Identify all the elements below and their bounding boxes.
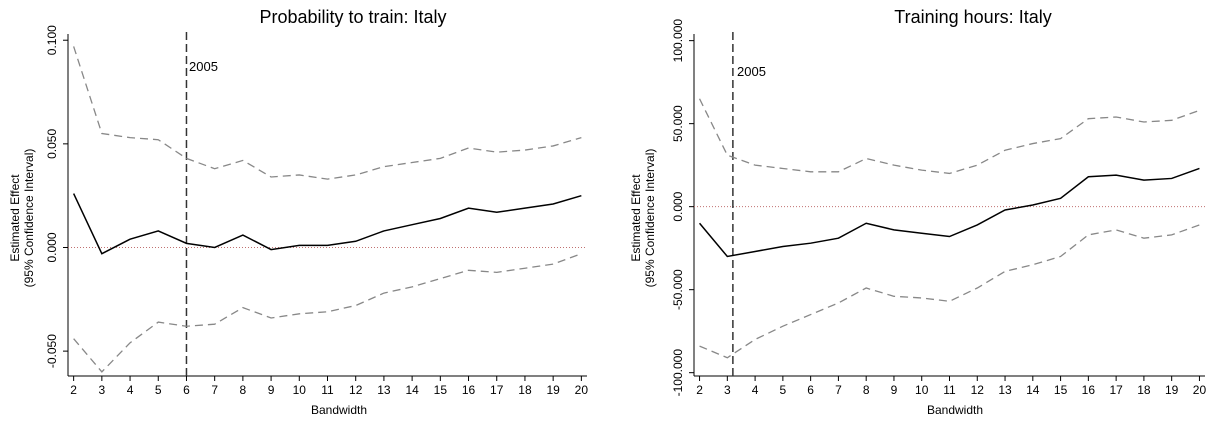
chart-2-series-lower-ci <box>699 224 1200 359</box>
chart-2-x-tick-label: 4 <box>752 383 759 397</box>
chart-2-x-tick-label: 19 <box>1165 383 1179 397</box>
chart-1-ref-label: 2005 <box>189 59 218 74</box>
chart-2-x-tick-label: 5 <box>780 383 787 397</box>
chart-2-x-tick-label: 11 <box>943 383 956 397</box>
chart-1-x-tick-label: 17 <box>490 383 504 397</box>
chart-2-series-upper-ci <box>698 98 1200 175</box>
chart-1-series-lower-ci <box>73 253 582 373</box>
chart-1-y-tick-label: -0.050 <box>45 334 59 368</box>
chart-2-x-tick-label: 14 <box>1026 383 1040 397</box>
chart-1-x-tick-label: 8 <box>240 383 247 397</box>
chart-1-x-tick-label: 9 <box>268 383 275 397</box>
chart-1-x-tick-label: 7 <box>211 383 218 397</box>
chart-2-x-tick-label: 2 <box>696 383 703 397</box>
chart-2-y-tick-label: 0.000 <box>671 191 685 221</box>
chart-1-x-tick-label: 5 <box>155 383 162 397</box>
chart-2-x-tick-label: 16 <box>1082 383 1096 397</box>
chart-1-x-tick-label: 10 <box>293 383 307 397</box>
chart-1-y-tick-label: 0.100 <box>45 25 59 55</box>
chart-1-ylabel-line-1: Estimated Effect <box>8 174 22 262</box>
chart-1-x-tick-label: 18 <box>518 383 532 397</box>
chart-1-x-tick-label: 12 <box>349 383 363 397</box>
chart-1-x-tick-label: 15 <box>434 383 448 397</box>
chart-2-x-tick-label: 6 <box>807 383 814 397</box>
chart-2-x-tick-label: 18 <box>1137 383 1151 397</box>
chart-1-x-tick-label: 11 <box>321 383 334 397</box>
chart-1-y-tick-label: 0.050 <box>45 129 59 159</box>
chart-1-x-tick-label: 13 <box>377 383 391 397</box>
chart-1-x-tick-label: 6 <box>183 383 190 397</box>
chart-1-x-tick-label: 2 <box>70 383 77 397</box>
chart-2-ylabel-line-2: (95% Confidence Interval) <box>643 149 657 288</box>
chart-1-x-tick-label: 19 <box>546 383 560 397</box>
chart-1-x-tick-label: 3 <box>99 383 106 397</box>
chart-2-x-tick-label: 8 <box>863 383 870 397</box>
chart-2-plot-area: 2 3 4 5 6 7 8 9 10 11 12 13 14 15 16 17 18 19 20 -100.000 -5… <box>671 19 1206 397</box>
chart-1-plot-area: 2 3 4 5 6 7 8 9 10 11 12 13 14 15 16 17 18 19 20 -0.050 0.00… <box>45 25 588 397</box>
chart-2-x-tick-label: 9 <box>891 383 898 397</box>
chart-2-ylabel-line-1: Estimated Effect <box>629 174 643 262</box>
chart-2-y-tick-label: 100.000 <box>671 19 685 63</box>
chart-1-title: Probability to train: Italy <box>259 7 446 27</box>
chart-2-y-tick-label: 50.000 <box>671 105 685 142</box>
chart-2-x-tick-label: 7 <box>835 383 842 397</box>
chart-1-xlabel: Bandwidth <box>311 403 367 417</box>
chart-1-x-tick-label: 16 <box>462 383 476 397</box>
chart-1-ylabel-line-2: (95% Confidence Interval) <box>22 149 36 288</box>
chart-2-x-tick-label: 17 <box>1109 383 1123 397</box>
chart-2-y-tick-label: -100.000 <box>671 349 685 397</box>
chart-1-series-upper-ci <box>73 46 582 180</box>
chart-2-series-estimate <box>698 167 1200 258</box>
chart-1-y-tick-label: 0.000 <box>45 232 59 262</box>
chart-2-x-tick-label: 3 <box>724 383 731 397</box>
chart-2-x-tick-label: 15 <box>1054 383 1068 397</box>
chart-1-x-tick-label: 14 <box>405 383 419 397</box>
chart-2-y-tick-label: -50.000 <box>671 269 685 310</box>
chart-2-title: Training hours: Italy <box>894 7 1051 27</box>
chart-2-x-tick-label: 13 <box>998 383 1012 397</box>
chart-1-series-estimate <box>72 193 582 255</box>
chart-2-ref-label: 2005 <box>737 64 766 79</box>
chart-2-x-tick-label: 10 <box>915 383 929 397</box>
chart-1-x-tick-label: 20 <box>575 383 589 397</box>
chart-2-xlabel: Bandwidth <box>927 403 983 417</box>
chart-1-x-tick-label: 4 <box>127 383 134 397</box>
chart-2-x-tick-label: 12 <box>971 383 985 397</box>
chart-2-x-tick-label: 20 <box>1193 383 1207 397</box>
